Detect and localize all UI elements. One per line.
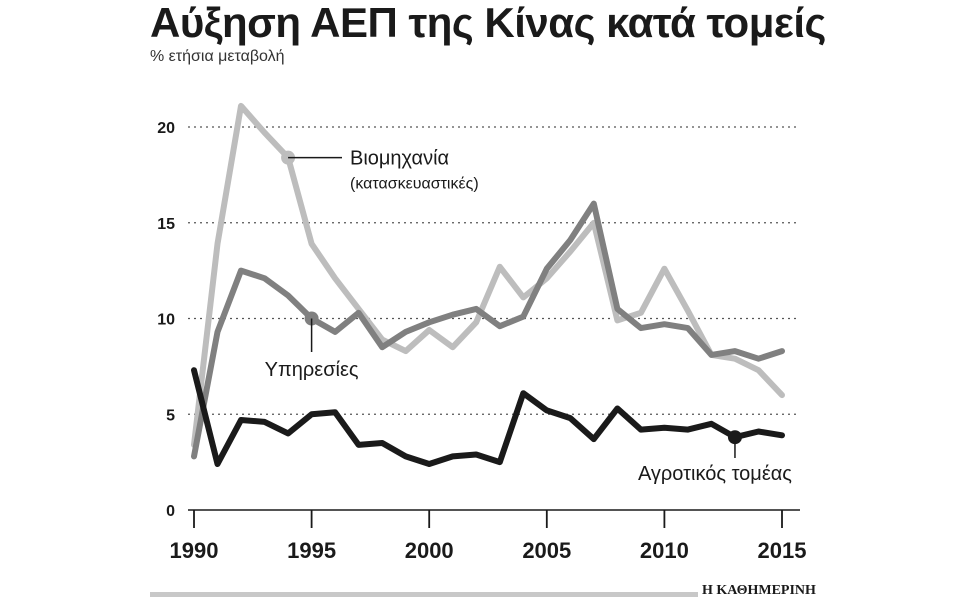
y-tick-label-20: 20 xyxy=(157,120,175,137)
industry-label: Βιομηχανία xyxy=(350,148,449,170)
x-axis: 1990 1995 2000 2005 2010 2015 xyxy=(170,509,807,563)
x-tick-label-2005: 2005 xyxy=(522,538,571,563)
services-label: Υπηρεσίες xyxy=(265,359,359,381)
footer-bar xyxy=(150,592,698,597)
y-axis-ticks: 0 5 10 15 20 xyxy=(157,120,175,520)
industry-sublabel: (κατασκευαστικές) xyxy=(350,176,479,193)
y-tick-label-0: 0 xyxy=(166,503,175,520)
x-tick-label-1995: 1995 xyxy=(287,538,336,563)
services-line xyxy=(191,200,785,460)
x-tick-label-1990: 1990 xyxy=(170,538,219,563)
x-tick-label-2000: 2000 xyxy=(405,538,454,563)
publisher-brand: Η ΚΑΘΗΜΕΡΙΝΗ xyxy=(702,583,816,598)
y-tick-label-5: 5 xyxy=(166,407,175,424)
agriculture-label: Αγροτικός τομέας xyxy=(638,463,792,485)
y-tick-label-10: 10 xyxy=(157,312,175,329)
series-lines xyxy=(191,102,785,467)
series-annotations: Βιομηχανία (κατασκευαστικές) Υπηρεσίες Α… xyxy=(265,148,793,485)
agriculture-line xyxy=(191,367,785,467)
x-tick-label-2015: 2015 xyxy=(758,538,807,563)
y-tick-label-15: 15 xyxy=(157,216,175,233)
industry-line xyxy=(191,102,785,448)
chart-subtitle: % ετήσια μεταβολή xyxy=(150,48,285,65)
chart-title: Αύξηση ΑΕΠ της Κίνας κατά τομείς xyxy=(150,0,826,46)
x-tick-label-2010: 2010 xyxy=(640,538,689,563)
